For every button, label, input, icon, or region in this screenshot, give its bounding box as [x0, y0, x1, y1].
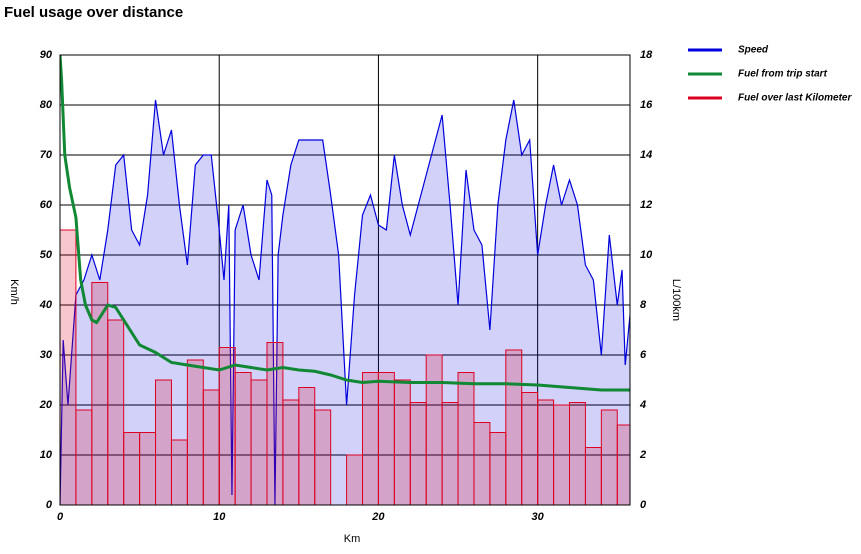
- fuel-bar: [409, 402, 427, 505]
- y2-tick-label: 2: [639, 449, 646, 461]
- fuel-bar: [202, 389, 220, 505]
- y2-tick-label: 14: [640, 149, 652, 161]
- grid: [60, 55, 630, 505]
- x-tick-label: 20: [371, 511, 385, 523]
- speed-area: [60, 100, 630, 505]
- fuel-bar: [377, 372, 395, 505]
- fuel-bar: [616, 424, 630, 505]
- y2-tick-label: 0: [640, 499, 647, 511]
- y2-axis-label: L/100km: [670, 279, 682, 321]
- fuel-bar: [537, 399, 555, 505]
- y2-tick-label: 16: [640, 99, 653, 111]
- fuel-bar: [298, 387, 316, 505]
- fuel-bar: [489, 432, 507, 505]
- fuel-bar: [107, 319, 125, 505]
- y-tick-label: 50: [40, 249, 53, 261]
- y2-tick-label: 4: [639, 399, 646, 411]
- fuel-bar: [123, 432, 141, 505]
- fuel-bar: [250, 379, 268, 505]
- fuel-bar: [186, 359, 204, 505]
- speed-line: [60, 99, 630, 505]
- y2-tick-label: 10: [640, 249, 653, 261]
- fuel-bar: [362, 372, 379, 505]
- y2-tick-label: 6: [640, 349, 647, 361]
- fuel-bar: [234, 372, 252, 505]
- legend-label: Speed: [738, 45, 769, 56]
- x-tick-label: 10: [213, 511, 226, 523]
- fuel-bar: [155, 379, 172, 505]
- legend-label: Fuel over last Kilometer: [738, 93, 852, 104]
- y-axis-label: Km/h: [8, 279, 20, 305]
- fuel-bar: [170, 439, 188, 505]
- fuel-bar: [584, 447, 602, 505]
- fuel-line: [60, 55, 630, 392]
- chart-title: Fuel usage over distance: [4, 4, 183, 21]
- y2-tick-label: 18: [640, 49, 653, 61]
- fuel-bar: [600, 409, 618, 505]
- fuel-bar: [346, 454, 364, 505]
- fuel-bar: [139, 432, 157, 505]
- fuel-bar: [553, 404, 570, 505]
- plot-border: [59, 54, 631, 506]
- fuel-bar: [393, 379, 411, 505]
- x-axis-label: Km: [344, 533, 361, 545]
- fuel-bar: [521, 392, 539, 505]
- y-tick-label: 20: [39, 399, 53, 411]
- y-tick-label: 70: [40, 149, 53, 161]
- fuel-bar: [441, 402, 459, 505]
- fuel-bar: [314, 409, 332, 505]
- y-tick-label: 0: [46, 499, 53, 511]
- legend-label: Fuel from trip start: [738, 69, 828, 80]
- y-tick-label: 90: [40, 49, 53, 61]
- fuel-bar: [568, 402, 586, 505]
- y-tick-label: 80: [40, 99, 53, 111]
- fuel-bar: [473, 422, 491, 505]
- fuel-bar: [505, 349, 523, 505]
- fuel-bar: [75, 409, 93, 505]
- plot-area: [60, 55, 630, 505]
- fuel-bar: [457, 372, 475, 505]
- y-tick-label: 10: [40, 449, 53, 461]
- y-tick-label: 30: [40, 349, 53, 361]
- fuel-bar: [425, 354, 443, 505]
- y2-tick-label: 12: [640, 199, 652, 211]
- y2-tick-label: 8: [640, 299, 647, 311]
- fuel-bar: [282, 399, 300, 505]
- x-tick-label: 30: [532, 511, 545, 523]
- x-tick-label: 0: [57, 511, 64, 523]
- fuel-bar: [60, 229, 77, 505]
- y-tick-label: 40: [39, 299, 53, 311]
- y-tick-label: 60: [40, 199, 53, 211]
- fuel-bar: [218, 347, 236, 505]
